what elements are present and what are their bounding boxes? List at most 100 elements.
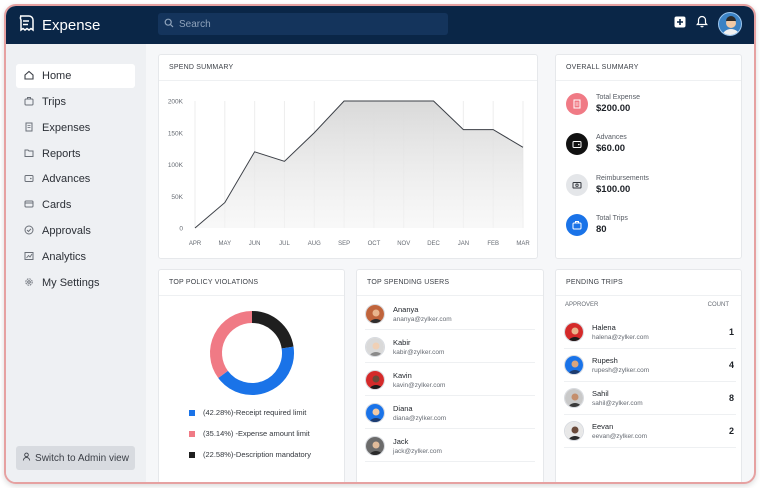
donut-slice[interactable]: [251, 311, 294, 349]
sidebar-item-reports[interactable]: Reports: [16, 142, 135, 166]
app-name: Expense: [42, 16, 101, 34]
y-tick-label: 150K: [168, 130, 184, 137]
cards-icon: [24, 199, 34, 212]
summary-total-expense[interactable]: Total Expense $200.00: [566, 93, 640, 115]
x-tick-label: JUL: [279, 241, 290, 247]
pending-trips-title: PENDING TRIPS: [566, 279, 623, 286]
top-spending-users-card: TOP SPENDING USERS Ananya ananya@zylker.…: [356, 269, 544, 482]
top-bar: Expense: [6, 6, 754, 44]
approver-email: eevan@zylker.com: [592, 433, 648, 440]
x-tick-label: NOV: [397, 241, 410, 247]
y-tick-label: 50K: [171, 194, 183, 201]
summary-advances[interactable]: Advances $60.00: [566, 133, 627, 155]
trip-row[interactable]: Halena halena@zylker.com 1: [564, 316, 736, 349]
x-tick-label: APR: [189, 241, 202, 247]
avatar: [564, 421, 584, 441]
summary-label: Advances: [596, 134, 627, 141]
user-row[interactable]: Ananya ananya@zylker.com: [365, 298, 535, 330]
trip-count: 8: [728, 393, 734, 403]
trips-icon: [24, 96, 34, 109]
donut-slice[interactable]: [218, 346, 294, 395]
x-tick-label: SEP: [338, 241, 350, 247]
approvals-icon: [24, 225, 34, 238]
sidebar-item-trips[interactable]: Trips: [16, 90, 135, 114]
summary-reimbursements[interactable]: Reimbursements $100.00: [566, 174, 649, 196]
avatar: [365, 303, 385, 324]
sidebar-item-my-settings[interactable]: My Settings: [16, 271, 135, 295]
sidebar-item-analytics[interactable]: Analytics: [16, 245, 135, 269]
user-row[interactable]: Kavin kavin@zylker.com: [365, 364, 535, 396]
sidebar-item-label: Expenses: [42, 122, 91, 134]
search-bar[interactable]: [158, 13, 448, 35]
trip-count: 1: [728, 327, 734, 337]
avatar: [564, 355, 584, 375]
overall-summary-card: OVERALL SUMMARY Total Expense $200.00 Ad…: [555, 54, 742, 259]
expenses-icon: [24, 122, 34, 135]
summary-value: $200.00: [596, 103, 631, 114]
bell-icon[interactable]: [696, 15, 708, 33]
policy-donut-chart: [210, 311, 294, 395]
spend-area-chart: 200K 150K 100K 50K 0 APR MAY JUN JUL AUG SEP OCT NOV…: [168, 99, 531, 248]
spend-line: [194, 100, 524, 229]
trip-row[interactable]: Eevan eevan@zylker.com 2: [564, 415, 736, 448]
sidebar: Home Trips Expenses Reports Advances Car…: [6, 44, 146, 482]
sidebar-item-expenses[interactable]: Expenses: [16, 116, 135, 140]
user-email: kabir@zylker.com: [393, 348, 445, 356]
avatar: [564, 388, 584, 408]
summary-total-trips[interactable]: Total Trips 80: [566, 214, 628, 236]
switch-to-admin-button[interactable]: Switch to Admin view: [16, 446, 135, 470]
x-tick-label: JUN: [249, 241, 261, 247]
avatar: [365, 336, 385, 357]
summary-label: Reimbursements: [596, 175, 649, 182]
pending-trips-card: PENDING TRIPS APPROVER COUNT Halena hale…: [555, 269, 742, 482]
user-row[interactable]: Kabir kabir@zylker.com: [365, 331, 535, 363]
user-email: diana@zylker.com: [393, 414, 447, 422]
user-icon: [22, 452, 31, 464]
sidebar-item-advances[interactable]: Advances: [16, 167, 135, 191]
sidebar-item-approvals[interactable]: Approvals: [16, 219, 135, 243]
legend-swatch: [189, 430, 195, 437]
sidebar-item-home[interactable]: Home: [16, 64, 135, 88]
approver-name: Rupesh: [592, 356, 618, 365]
settings-icon: [24, 277, 34, 290]
sidebar-item-label: Cards: [42, 199, 72, 211]
user-row[interactable]: Diana diana@zylker.com: [365, 397, 535, 429]
avatar: [365, 402, 385, 423]
donut-slice[interactable]: [210, 311, 253, 378]
approver-name: Eevan: [592, 422, 614, 431]
user-name: Ananya: [393, 304, 419, 314]
legend-swatch: [189, 409, 195, 416]
divider: [357, 295, 543, 296]
sidebar-item-label: My Settings: [42, 277, 100, 289]
receipt-icon: [566, 93, 588, 115]
app-window: Expense Home Trips: [4, 4, 756, 484]
user-row[interactable]: Jack jack@zylker.com: [365, 430, 535, 462]
approver-name: Halena: [592, 323, 616, 332]
search-input[interactable]: [179, 18, 429, 30]
summary-label: Total Expense: [596, 94, 640, 101]
divider: [556, 80, 741, 81]
legend-label: (22.58%)-Description mandatory: [203, 450, 311, 459]
sidebar-item-label: Advances: [42, 173, 91, 185]
top-actions: [674, 12, 742, 36]
sidebar-item-cards[interactable]: Cards: [16, 193, 135, 217]
top-users-title: TOP SPENDING USERS: [367, 279, 450, 286]
search-icon: [164, 15, 174, 33]
briefcase-icon: [566, 214, 588, 236]
user-email: kavin@zylker.com: [393, 381, 446, 389]
divider: [159, 295, 344, 296]
trip-row[interactable]: Sahil sahil@zylker.com 8: [564, 382, 736, 415]
trip-count: 2: [728, 426, 734, 436]
add-icon[interactable]: [674, 15, 686, 33]
user-name: Kavin: [393, 370, 412, 380]
x-tick-label: DEC: [427, 241, 440, 247]
profile-avatar[interactable]: [718, 12, 742, 36]
trip-row[interactable]: Rupesh rupesh@zylker.com 4: [564, 349, 736, 382]
legend-label: (35.14%) -Expense amount limit: [203, 429, 310, 438]
brand[interactable]: Expense: [16, 13, 100, 37]
home-icon: [24, 70, 34, 83]
avatar: [365, 369, 385, 390]
wallet-icon: [566, 133, 588, 155]
legend-item: (42.28%)-Receipt required limit: [189, 408, 306, 417]
legend-label: (42.28%)-Receipt required limit: [203, 408, 307, 417]
